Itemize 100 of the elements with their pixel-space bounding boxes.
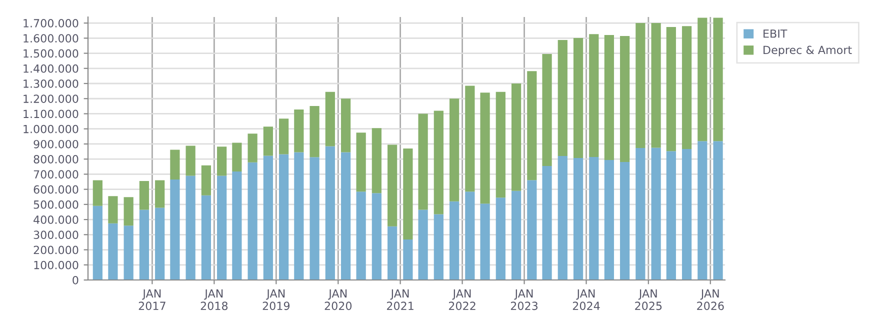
x-tick-label: JAN 2025 — [635, 289, 662, 310]
bar — [589, 34, 599, 157]
y-tick-label: 1.000.000 — [24, 124, 78, 134]
y-tick-label: 400.000 — [34, 216, 78, 224]
bar — [248, 162, 258, 280]
bar — [558, 156, 568, 280]
bar — [604, 34, 614, 160]
y-tick-label: 600.000 — [34, 185, 78, 194]
y-tick-label: 0 — [72, 276, 78, 284]
bar — [636, 23, 646, 148]
bar — [263, 126, 273, 156]
y-tick-label: 1.300.000 — [24, 79, 78, 88]
bar — [372, 193, 382, 280]
bar — [418, 114, 428, 210]
bar — [170, 179, 180, 280]
bar — [155, 208, 165, 280]
bar — [217, 176, 227, 280]
x-tick-label: JAN 2018 — [200, 289, 228, 310]
bar — [682, 148, 692, 280]
bar — [573, 38, 584, 158]
x-tick-label: JAN 2021 — [386, 289, 414, 310]
bar — [558, 40, 568, 156]
y-tick-label: 900.000 — [34, 140, 78, 148]
y-tick-label: 1.200.000 — [24, 94, 78, 103]
y-tick-label: 300.000 — [34, 230, 78, 240]
bar — [232, 142, 242, 172]
bar — [92, 206, 102, 280]
bar — [620, 36, 630, 162]
bar — [170, 150, 180, 180]
legend-label: Deprec & Amort — [764, 46, 852, 56]
bar — [388, 226, 398, 280]
bar — [496, 198, 506, 280]
bar — [480, 204, 490, 280]
bar — [511, 84, 522, 191]
bar — [388, 144, 398, 226]
bar — [124, 226, 134, 280]
bar — [698, 18, 708, 142]
y-tick-label: 1.600.000 — [24, 34, 78, 43]
x-tick-label: JAN 2022 — [448, 289, 476, 310]
y-tick-label: 700.000 — [34, 170, 78, 179]
x-tick-label: JAN 2019 — [262, 289, 290, 310]
bar — [651, 148, 661, 280]
y-tick-label: 100.000 — [34, 260, 78, 270]
bar — [666, 151, 676, 280]
bar — [92, 180, 102, 206]
bar — [108, 196, 118, 224]
bar — [294, 110, 304, 152]
bar — [155, 180, 165, 208]
bar — [340, 152, 351, 280]
x-tick-label: JAN 2026 — [697, 289, 724, 310]
bar — [294, 152, 304, 280]
bar — [604, 160, 614, 280]
x-tick-label: JAN 2020 — [324, 289, 352, 310]
bar — [278, 118, 289, 154]
y-tick-label: 1.400.000 — [24, 64, 78, 73]
bar — [263, 156, 273, 280]
bar — [682, 26, 692, 149]
bar — [434, 214, 444, 280]
bar — [465, 192, 475, 280]
bar — [480, 92, 490, 204]
bar — [232, 171, 242, 280]
bar — [434, 110, 444, 214]
bar — [542, 166, 552, 280]
bar — [124, 197, 134, 226]
y-tick-label: 1.100.000 — [24, 110, 78, 118]
bar — [465, 86, 475, 192]
bar — [248, 134, 258, 162]
y-tick-label: 500.000 — [34, 200, 78, 209]
bar — [139, 180, 150, 210]
bar — [186, 176, 196, 280]
x-tick-label: JAN 2024 — [572, 289, 600, 310]
bar — [589, 156, 599, 280]
bar — [511, 190, 522, 280]
x-tick-label: JAN 2023 — [510, 289, 538, 310]
bar — [356, 192, 366, 280]
bar — [666, 26, 676, 152]
bar — [310, 106, 320, 158]
bar — [620, 162, 630, 280]
bar — [542, 54, 552, 166]
bar — [108, 223, 118, 280]
bar — [403, 148, 413, 240]
bar — [356, 132, 366, 192]
bar — [636, 148, 646, 280]
bar — [449, 98, 460, 202]
bar — [527, 71, 537, 180]
y-tick-label: 800.000 — [34, 155, 78, 164]
bar — [496, 92, 506, 198]
x-tick-label: JAN 2017 — [138, 289, 166, 310]
bar — [217, 146, 227, 176]
y-tick-label: 200.000 — [34, 246, 78, 254]
bar — [449, 201, 460, 280]
bar — [527, 180, 537, 280]
bar — [325, 146, 335, 280]
bar — [310, 157, 320, 280]
legend-label: EBIT — [764, 30, 788, 38]
bar — [573, 158, 584, 280]
bar — [418, 210, 428, 280]
bar — [201, 165, 212, 196]
bar — [651, 23, 661, 148]
bar — [201, 195, 212, 280]
